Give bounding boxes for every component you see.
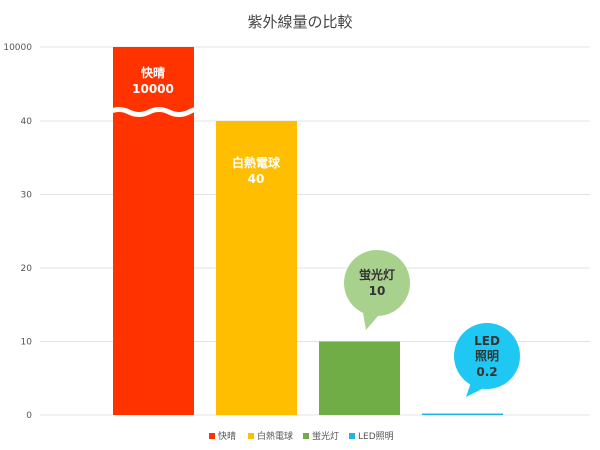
y-tick-label: 10000 bbox=[3, 43, 32, 53]
legend-swatch bbox=[248, 433, 254, 439]
data-labels: 快晴 10000 白熱電球 40 蛍光灯 10 LED照明 0.2 bbox=[132, 65, 520, 397]
chart-title: 紫外線量の比較 bbox=[247, 13, 352, 31]
y-tick-label: 30 bbox=[21, 191, 33, 201]
bar-2 bbox=[216, 121, 297, 415]
data-label-value: 10 bbox=[369, 284, 386, 298]
data-label-name: 照明 bbox=[475, 348, 499, 363]
legend: 快晴 白熱電球 蛍光灯 LED照明 bbox=[209, 430, 394, 442]
bar-3 bbox=[319, 341, 400, 415]
bar-1 bbox=[113, 47, 194, 415]
callout-bubble bbox=[454, 323, 520, 389]
y-tick-label: 10 bbox=[21, 338, 33, 348]
data-label-value: 40 bbox=[248, 172, 265, 186]
callout-bubble bbox=[344, 250, 410, 316]
y-axis-ticks: 0 10 20 30 40 10000 bbox=[3, 43, 32, 421]
y-tick-label: 40 bbox=[21, 117, 33, 127]
y-tick-label: 20 bbox=[21, 264, 33, 274]
bar-4 bbox=[422, 413, 503, 415]
legend-label: 蛍光灯 bbox=[312, 430, 339, 442]
data-label-name: 蛍光灯 bbox=[359, 267, 395, 282]
legend-label: LED照明 bbox=[358, 431, 394, 442]
y-tick-label: 0 bbox=[26, 411, 32, 421]
data-label-name: 白熱電球 bbox=[232, 155, 281, 170]
legend-label: 快晴 bbox=[218, 430, 236, 442]
axis-break-mark bbox=[107, 107, 202, 117]
data-label-value: 10000 bbox=[132, 82, 174, 96]
callout-pointer bbox=[363, 313, 378, 330]
data-label-name: 快晴 bbox=[141, 65, 165, 80]
legend-swatch bbox=[209, 433, 215, 439]
bars bbox=[107, 47, 503, 415]
data-label-name: LED bbox=[474, 334, 500, 348]
legend-swatch bbox=[349, 433, 355, 439]
legend-swatch bbox=[303, 433, 309, 439]
data-label-value: 0.2 bbox=[476, 365, 497, 379]
legend-label: 白熱電球 bbox=[257, 430, 293, 442]
